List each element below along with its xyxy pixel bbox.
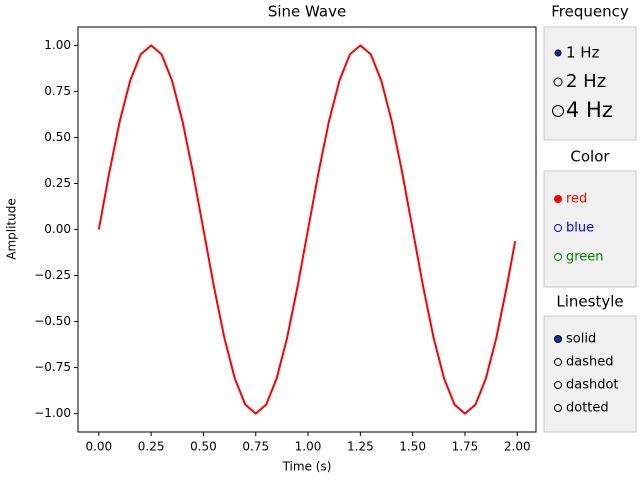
radio-label[interactable]: 1 Hz — [566, 44, 600, 62]
radio-button[interactable] — [554, 195, 562, 203]
plot-frame — [77, 26, 537, 433]
x-tick-label: 1.50 — [399, 440, 426, 454]
y-tick-label: −1.00 — [34, 406, 71, 420]
radio-label[interactable]: dashdot — [566, 378, 619, 393]
radio-label[interactable]: blue — [566, 221, 594, 236]
radio-panel — [543, 26, 637, 141]
radio-panel — [543, 170, 637, 288]
x-tick-label: 1.00 — [295, 440, 322, 454]
y-axis-label: Amplitude — [5, 198, 19, 260]
chart-title: Sine Wave — [268, 3, 346, 21]
x-tick-label: 0.25 — [138, 440, 165, 454]
y-tick-label: −0.50 — [34, 314, 71, 328]
radio-label[interactable]: red — [566, 192, 587, 207]
radio-label[interactable]: 4 Hz — [566, 98, 613, 122]
radio-label[interactable]: 2 Hz — [566, 71, 606, 92]
radio-label[interactable]: dashed — [566, 355, 613, 370]
radio-label[interactable]: green — [566, 250, 604, 265]
x-tick-label: 1.25 — [347, 440, 374, 454]
radio-button[interactable] — [553, 77, 563, 87]
y-tick-label: 0.50 — [44, 130, 71, 144]
radio-button[interactable] — [554, 224, 562, 232]
radio-title: Frequency — [551, 3, 629, 21]
radio-button[interactable] — [552, 105, 564, 117]
y-tick-label: 0.00 — [44, 222, 71, 236]
radio-button[interactable] — [554, 49, 562, 57]
radio-button[interactable] — [554, 335, 562, 343]
x-tick-label: 0.75 — [242, 440, 269, 454]
x-tick-label: 2.00 — [504, 440, 531, 454]
y-tick-label: −0.25 — [34, 268, 71, 282]
radio-button[interactable] — [554, 404, 562, 412]
radio-button[interactable] — [554, 358, 562, 366]
x-tick-label: 0.00 — [85, 440, 112, 454]
radio-button[interactable] — [554, 381, 562, 389]
x-tick-label: 0.50 — [190, 440, 217, 454]
radio-title: Linestyle — [556, 293, 623, 311]
radio-label[interactable]: dotted — [566, 401, 609, 416]
radio-title: Color — [570, 148, 610, 166]
y-tick-label: 0.25 — [44, 176, 71, 190]
y-tick-label: −0.75 — [34, 360, 71, 374]
x-axis-label: Time (s) — [282, 460, 332, 474]
radio-button[interactable] — [554, 253, 562, 261]
y-tick-label: 0.75 — [44, 84, 71, 98]
line-series — [97, 44, 517, 415]
x-tick-label: 1.75 — [452, 440, 479, 454]
y-tick-label: 1.00 — [44, 38, 71, 52]
radio-label[interactable]: solid — [566, 332, 596, 347]
